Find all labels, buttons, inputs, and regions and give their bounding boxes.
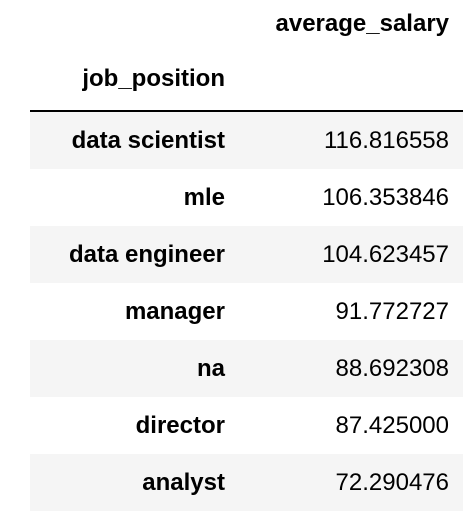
row-value: 104.623457 (322, 240, 449, 268)
row-value: 88.692308 (335, 354, 449, 382)
row-label: analyst (142, 468, 225, 496)
row-label: na (196, 354, 225, 382)
table-row: na 88.692308 (30, 340, 463, 397)
row-label: manager (124, 297, 225, 325)
row-label: director (135, 411, 225, 439)
row-label: data engineer (68, 240, 225, 268)
table-row: data engineer 104.623457 (30, 226, 463, 283)
table-row: director 87.425000 (30, 397, 463, 454)
table-body: data scientist 116.816558 mle 106.353846… (30, 111, 463, 511)
column-header-average-salary: average_salary (275, 10, 449, 37)
index-name-job-position: job_position (82, 65, 225, 92)
column-header-row: average_salary (30, 0, 463, 48)
corner-cell (30, 0, 235, 48)
row-value: 87.425000 (335, 411, 449, 439)
row-value: 116.816558 (323, 126, 449, 154)
table-header: average_salary job_position (30, 0, 463, 111)
salary-table: average_salary job_position data scienti… (30, 0, 463, 511)
row-value: 72.290476 (335, 468, 449, 496)
row-label: mle (183, 183, 225, 211)
row-value: 106.353846 (322, 183, 449, 211)
row-label: data scientist (71, 126, 225, 154)
table-row: mle 106.353846 (30, 169, 463, 226)
index-name-filler (235, 48, 463, 111)
table-row: analyst 72.290476 (30, 454, 463, 511)
row-value: 91.772727 (335, 297, 449, 325)
index-name-row: job_position (30, 48, 463, 111)
table-row: data scientist 116.816558 (30, 111, 463, 169)
table-row: manager 91.772727 (30, 283, 463, 340)
